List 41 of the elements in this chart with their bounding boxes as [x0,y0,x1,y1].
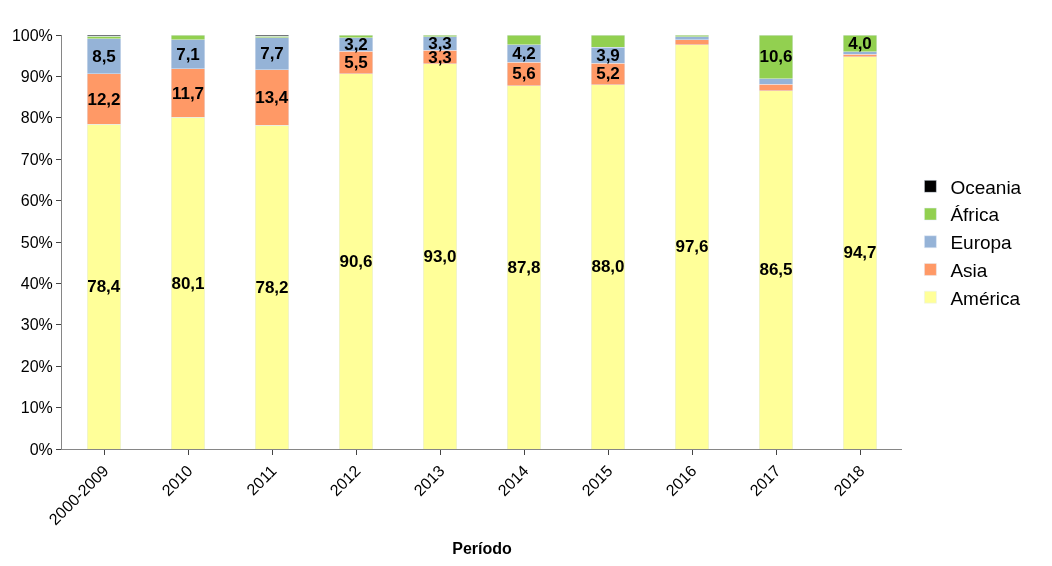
data-label: 88,0 [591,257,625,277]
y-tick-label: 90% [20,68,53,85]
legend-label: Asia [950,259,988,281]
y-tick-label: 20% [20,357,53,375]
data-label: 80,1 [171,273,205,293]
legend-label: África [950,204,1000,226]
y-tick-label: 40% [20,275,53,292]
x-axis-title: Período [452,539,513,557]
data-label: 4,2 [512,44,536,64]
y-tick-label: 50% [20,233,53,251]
data-label: 5,6 [512,64,536,84]
data-label: 8,5 [92,46,116,66]
y-tick-label: 100% [11,26,53,44]
data-label: 3,2 [344,35,368,55]
legend-label: Europa [950,232,1013,254]
data-label: 87,8 [507,257,541,277]
data-label: 90,6 [339,251,373,271]
y-tick-label: 60% [20,192,53,210]
data-label: 97,6 [675,237,709,257]
data-label: 7,1 [176,44,200,64]
y-tick-label: 70% [20,150,53,168]
legend-label: Oceania [950,176,1022,198]
data-label: 93,0 [423,246,457,266]
data-label: 4,0 [848,33,872,53]
y-tick-label: 0% [29,440,53,458]
legend-label: América [950,287,1021,309]
y-tick-label: 80% [20,109,53,127]
data-label: 3,9 [596,45,620,65]
data-label: 5,2 [596,64,620,84]
data-label: 78,2 [255,277,289,297]
data-label: 94,7 [843,243,877,263]
y-tick-label: 30% [20,316,53,334]
data-label: 7,7 [260,44,284,64]
data-label: 10,6 [759,47,793,67]
data-label: 12,2 [87,89,121,109]
data-label: 78,4 [87,277,121,297]
y-tick-label: 10% [20,399,53,417]
data-label: 86,5 [759,260,793,280]
data-label: 5,5 [344,53,368,73]
data-label: 11,7 [171,83,205,103]
data-label: 13,4 [255,88,289,108]
